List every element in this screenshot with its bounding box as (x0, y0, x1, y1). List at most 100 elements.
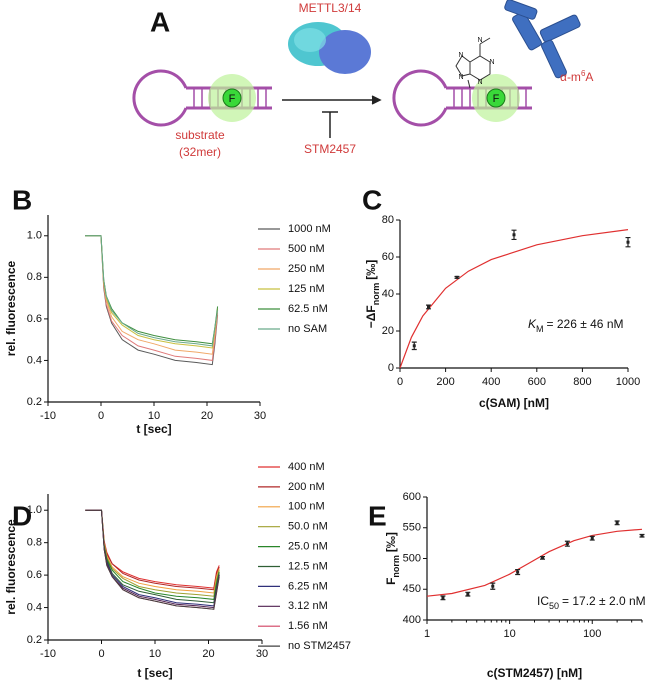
panel-label: C (362, 184, 382, 215)
legend-label: 1.56 nM (288, 620, 328, 632)
y-axis-label: rel. fluorescence (4, 519, 18, 615)
annotation-part-sub: M (536, 324, 544, 334)
x-tick-label: 1 (424, 628, 430, 640)
y-tick-label: 0.8 (27, 537, 42, 549)
y-tick-label: 20 (382, 325, 394, 337)
legend-label: 3.12 nM (288, 600, 328, 612)
y-tick-label: 0.8 (27, 271, 42, 283)
series-line (85, 509, 220, 610)
atom-label: N (477, 79, 482, 86)
y-tick-label: 450 (403, 583, 421, 595)
annotation-part: = 226 ± 46 nM (547, 317, 624, 331)
y-axis-label-part: −ΔF (364, 305, 378, 328)
antibody-label-text: α-m (560, 70, 581, 84)
y-tick-label: 60 (382, 251, 394, 263)
x-tick-label: 10 (504, 628, 516, 640)
panel-a: A METTL3/14 F substrate (32mer) STM2457 (132, 0, 593, 159)
data-point (565, 542, 569, 546)
series-line (85, 235, 219, 347)
panel-label: A (150, 6, 170, 37)
legend-label: 125 nM (288, 283, 325, 295)
atom-label: N (477, 37, 482, 44)
enzyme-label: METTL3/14 (299, 1, 362, 15)
legend-label: 6.25 nM (288, 580, 328, 592)
x-axis-label: c(SAM) [nM] (479, 396, 549, 410)
antibody-label-text: A (585, 70, 593, 84)
data-point (516, 570, 520, 574)
panel-label: D (12, 500, 32, 531)
y-tick-label: 1.0 (27, 504, 42, 516)
x-tick-label: 800 (573, 376, 591, 388)
legend-label: 62.5 nM (288, 303, 328, 315)
legend-label: 100 nM (288, 501, 325, 513)
panel-label: B (12, 184, 32, 215)
y-tick-label: 0.4 (27, 601, 42, 613)
panel-label: E (368, 500, 387, 531)
data-point (590, 536, 594, 540)
x-tick-label: 600 (528, 376, 546, 388)
atom-label: N (458, 74, 463, 81)
annotation: KM = 226 ± 46 nM (528, 317, 623, 334)
y-tick-label: 1.0 (27, 230, 42, 242)
legend-label: 1000 nM (288, 223, 331, 235)
legend-label: 12.5 nM (288, 560, 328, 572)
x-tick-label: 0 (397, 376, 403, 388)
legend-label: no STM2457 (288, 640, 351, 652)
x-tick-label: 20 (202, 648, 214, 660)
antibody-label-sup: 6 (581, 69, 586, 78)
legend-label: 25.0 nM (288, 541, 328, 553)
x-tick-label: 20 (201, 410, 213, 422)
x-tick-label: 400 (482, 376, 500, 388)
annotation-part: K (528, 317, 537, 331)
y-axis-label-part-sub: norm (391, 555, 401, 578)
data-point (441, 596, 445, 600)
fluorophore-label: F (229, 93, 236, 105)
x-axis-label: t [sec] (136, 422, 171, 436)
fluorophore (486, 88, 506, 108)
fit-curve (426, 528, 643, 597)
x-tick-label: 0 (98, 410, 104, 422)
annotation-part: = 17.2 ± 2.0 nM (562, 594, 646, 608)
legend-label: no SAM (288, 323, 327, 335)
x-tick-label: 10 (148, 410, 160, 422)
fit-curve (399, 229, 629, 369)
data-point (466, 592, 470, 596)
y-axis-label-part: [‰] (384, 532, 398, 552)
data-point (541, 556, 545, 560)
substrate-label: substrate (175, 128, 225, 142)
y-tick-label: 400 (403, 614, 421, 626)
y-axis-label-part-sub: norm (371, 283, 381, 306)
data-point (640, 534, 644, 538)
x-axis-label: c(STM2457) [nM] (487, 666, 582, 680)
x-tick-label: 100 (583, 628, 601, 640)
y-tick-label: 80 (382, 214, 394, 226)
data-point (615, 521, 619, 525)
y-tick-label: 40 (382, 288, 394, 300)
y-tick-label: 600 (403, 491, 421, 503)
enzyme-structure (288, 22, 371, 74)
fluorophore (222, 88, 242, 108)
legend-label: 200 nM (288, 481, 325, 493)
x-tick-label: 0 (98, 648, 104, 660)
y-tick-label: 0.2 (27, 634, 42, 646)
legend-label: 50.0 nM (288, 521, 328, 533)
series-line (85, 235, 219, 366)
legend-label: 500 nM (288, 243, 325, 255)
y-tick-label: 0.6 (27, 569, 42, 581)
y-axis-label: Fnorm [‰] (384, 532, 401, 585)
data-point (512, 233, 516, 237)
y-tick-label: 0.2 (27, 396, 42, 408)
x-tick-label: -10 (40, 648, 56, 660)
y-tick-label: 0.4 (27, 354, 42, 366)
inhibitor-label: STM2457 (304, 142, 356, 156)
atom-label: N (489, 59, 494, 66)
x-tick-label: 10 (149, 648, 161, 660)
x-axis-label: t [sec] (137, 666, 172, 680)
annotation: IC50 = 17.2 ± 2.0 nM (537, 594, 646, 611)
y-axis-label: rel. fluorescence (4, 260, 18, 356)
y-axis-label-part: [‰] (364, 260, 378, 280)
y-tick-label: 0 (388, 362, 394, 374)
reaction-arrow (282, 95, 382, 138)
y-tick-label: 550 (403, 522, 421, 534)
